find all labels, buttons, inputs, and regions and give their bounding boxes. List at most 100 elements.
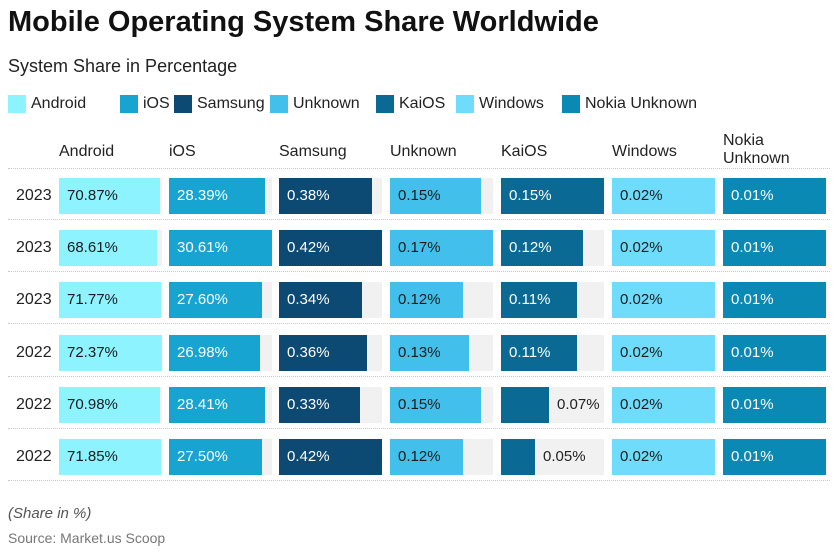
cell-windows: 0.02% [612,387,715,423]
bar-nokia-unknown [723,282,826,318]
cell-ios: 28.41% [169,387,272,423]
bar-windows [612,178,715,214]
bar-kaios [501,387,549,423]
legend-item-ios: iOS [120,92,170,116]
legend-item-unknown: Unknown [270,92,360,116]
cell-kaios: 0.11% [501,282,604,318]
row-label: 2023 [16,291,52,308]
value-label: 0.01% [731,239,774,256]
value-label: 70.87% [67,187,118,204]
cell-kaios: 0.07% [501,387,604,423]
value-label: 0.02% [620,239,663,256]
value-label: 0.15% [509,187,552,204]
cell-nokia-unknown: 0.01% [723,230,826,266]
bar-kaios [501,282,577,318]
cell-samsung: 0.38% [279,178,382,214]
value-label: 0.11% [509,291,551,308]
cell-nokia-unknown: 0.01% [723,439,826,475]
cell-nokia-unknown: 0.01% [723,335,826,371]
bar-unknown [390,178,481,214]
column-header-samsung: Samsung [279,143,347,160]
source-note: Source: Market.us Scoop [8,530,166,546]
value-label: 71.77% [67,291,118,308]
bar-windows [612,335,715,371]
value-label: 0.33% [287,396,330,413]
legend-label: Windows [479,95,544,112]
value-label: 0.12% [398,448,441,465]
legend-item-windows: Windows [456,92,544,116]
legend-swatch [376,95,394,113]
bar-windows [612,387,715,423]
cell-android: 70.98% [59,387,162,423]
value-label: 0.42% [287,239,330,256]
bar-ios [169,178,265,214]
cell-windows: 0.02% [612,282,715,318]
cell-ios: 27.60% [169,282,272,318]
legend-swatch [270,95,288,113]
cell-unknown: 0.12% [390,439,493,475]
cell-nokia-unknown: 0.01% [723,282,826,318]
bar-kaios [501,439,535,475]
bar-nokia-unknown [723,439,826,475]
row-divider [8,168,830,169]
cell-unknown: 0.15% [390,178,493,214]
legend-label: KaiOS [399,95,446,112]
bar-kaios [501,230,583,266]
bar-samsung [279,178,372,214]
cell-kaios: 0.11% [501,335,604,371]
cell-windows: 0.02% [612,335,715,371]
legend-item-nokia-unknown: Nokia Unknown [562,92,697,116]
legend-label: iOS [143,95,170,112]
row-label: 2022 [16,396,52,413]
bar-unknown [390,282,463,318]
bar-samsung [279,230,382,266]
bar-windows [612,439,715,475]
row-divider [8,480,830,481]
cell-unknown: 0.15% [390,387,493,423]
column-header-windows: Windows [612,143,677,160]
cell-unknown: 0.12% [390,282,493,318]
legend-swatch [456,95,474,113]
bar-windows [612,230,715,266]
column-header-unknown: Unknown [390,143,457,160]
legend-label: Unknown [293,95,360,112]
bar-kaios [501,335,577,371]
cell-samsung: 0.36% [279,335,382,371]
cell-nokia-unknown: 0.01% [723,387,826,423]
bar-samsung [279,335,367,371]
value-label: 0.38% [287,187,330,204]
legend-label: Android [31,95,87,112]
bar-unknown [390,230,493,266]
cell-samsung: 0.34% [279,282,382,318]
value-label: 0.05% [543,448,586,465]
bar-windows [612,282,715,318]
cell-windows: 0.02% [612,439,715,475]
bar-android [59,439,161,475]
value-label: 71.85% [67,448,118,465]
value-label: 0.02% [620,291,663,308]
bar-kaios [501,178,604,214]
cell-windows: 0.02% [612,178,715,214]
value-label: 0.02% [620,344,663,361]
value-label: 26.98% [177,344,228,361]
bar-nokia-unknown [723,230,826,266]
value-label: 0.01% [731,291,774,308]
row-divider [8,219,830,220]
bar-nokia-unknown [723,178,826,214]
bar-samsung [279,439,382,475]
cell-android: 72.37% [59,335,162,371]
value-label: 27.60% [177,291,228,308]
cell-android: 71.85% [59,439,162,475]
column-header-android: Android [59,143,115,160]
cell-android: 68.61% [59,230,162,266]
column-header-ios: iOS [169,143,196,160]
value-label: 0.17% [398,239,441,256]
value-label: 0.02% [620,187,663,204]
row-divider [8,376,830,377]
row-label: 2022 [16,344,52,361]
bar-unknown [390,387,481,423]
value-label: 0.01% [731,396,774,413]
value-label: 28.39% [177,187,228,204]
value-label: 0.02% [620,448,663,465]
value-label: 0.12% [398,291,441,308]
